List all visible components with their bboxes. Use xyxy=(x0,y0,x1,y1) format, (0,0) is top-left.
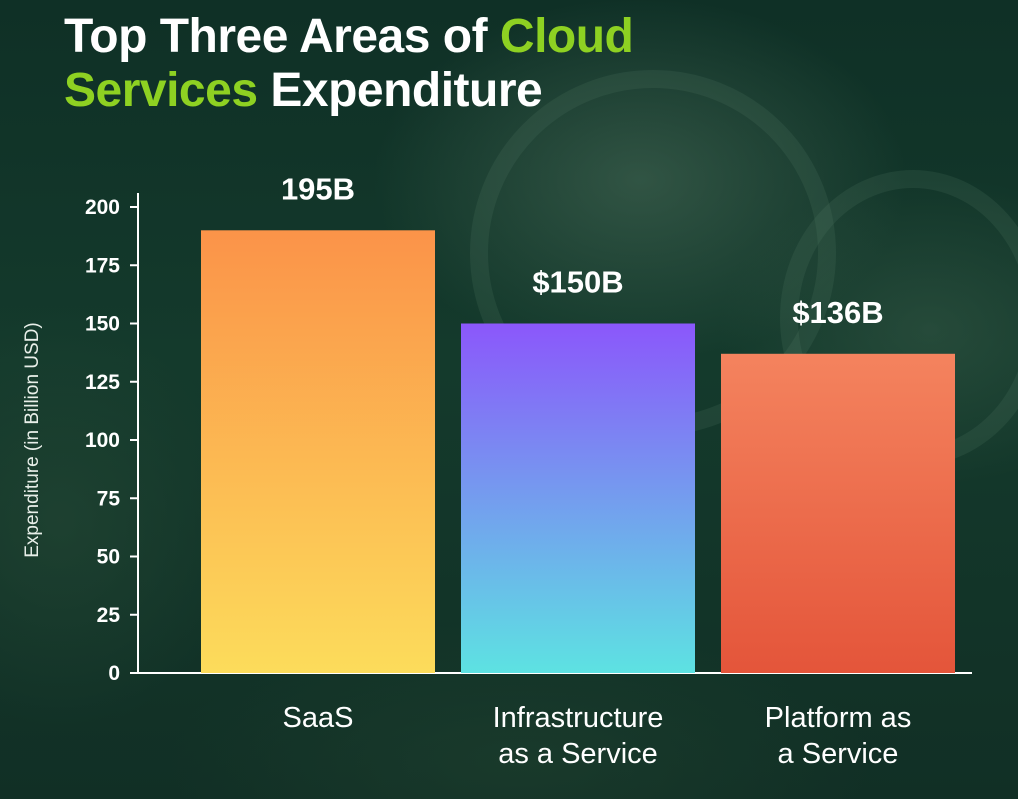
bar xyxy=(201,230,435,674)
x-tick-label: a Service xyxy=(778,738,899,770)
data-label: $136B xyxy=(792,295,883,330)
x-tick-label: Infrastructure xyxy=(493,702,664,734)
title-line1-green: Cloud xyxy=(499,10,634,63)
y-tick-label: 0 xyxy=(108,662,120,685)
y-tick-label: 75 xyxy=(97,487,121,510)
bar xyxy=(721,353,955,673)
y-tick-label: 150 xyxy=(85,313,120,336)
data-label: $150B xyxy=(532,265,623,300)
data-label: 195B xyxy=(281,171,355,206)
title-line2-green: Services xyxy=(64,64,258,117)
y-tick-label: 200 xyxy=(85,196,120,219)
y-tick-label: 125 xyxy=(85,371,120,394)
y-tick-label: 25 xyxy=(97,604,121,627)
x-tick-label: Platform as xyxy=(765,702,912,734)
x-tick-label: SaaS xyxy=(283,702,354,734)
title-line2-white: Expenditure xyxy=(257,64,543,117)
y-tick-label: 50 xyxy=(97,546,120,569)
chart-title: Top Three Areas of Cloud Services Expend… xyxy=(64,10,634,118)
y-tick-label: 100 xyxy=(85,429,120,452)
title-line1-white: Top Three Areas of xyxy=(64,10,500,63)
x-tick-label: as a Service xyxy=(498,738,658,770)
bar xyxy=(461,323,695,673)
y-tick-label: 175 xyxy=(85,254,120,277)
